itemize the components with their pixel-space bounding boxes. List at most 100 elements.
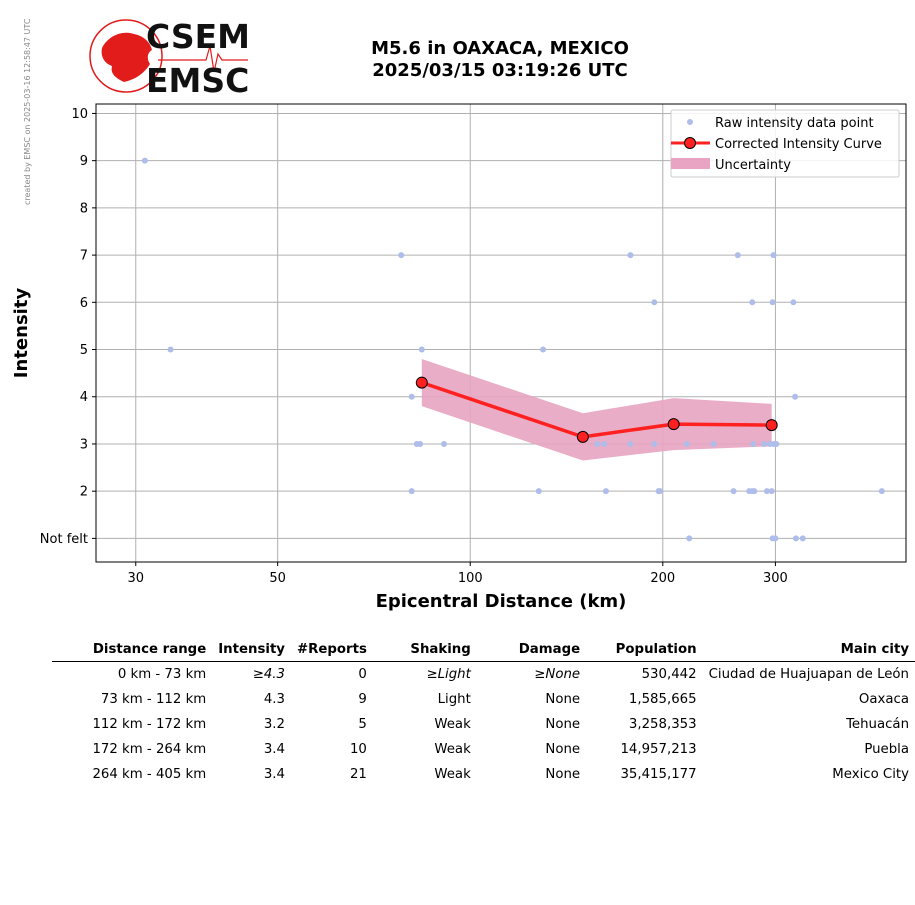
creation-credit: created by EMSC on 2025-03-16 12:58:47 U… xyxy=(23,18,32,205)
y-tick-label: Not felt xyxy=(40,532,88,547)
credit-text: created by EMSC on 2025-03-16 12:58:47 U… xyxy=(23,18,32,205)
legend-curve-label: Corrected Intensity Curve xyxy=(715,137,882,152)
raw-intensity-point xyxy=(441,440,448,447)
cell-range: 112 km - 172 km xyxy=(92,716,207,732)
cell-damage: None xyxy=(545,691,581,707)
raw-intensity-point xyxy=(540,346,547,353)
raw-intensity-point xyxy=(601,440,608,447)
y-axis-label: Intensity xyxy=(11,288,32,379)
x-tick-label: 100 xyxy=(458,571,483,586)
raw-intensity-point xyxy=(627,440,634,447)
raw-intensity-point xyxy=(408,488,415,495)
raw-intensity-point xyxy=(408,393,415,400)
x-tick-label: 50 xyxy=(269,571,286,586)
plot-frame xyxy=(95,103,907,563)
uncertainty-band xyxy=(421,358,772,461)
cell-range: 172 km - 264 km xyxy=(92,741,207,757)
y-tick-label: 8 xyxy=(80,201,88,216)
title-datetime: 2025/03/15 03:19:26 UTC xyxy=(372,60,628,81)
raw-intensity-point xyxy=(417,440,424,447)
table-row: 264 km - 405 km 3.4 21 Weak None 35,415,… xyxy=(52,762,915,787)
cell-range: 0 km - 73 km xyxy=(117,666,207,682)
table-row: 172 km - 264 km 3.4 10 Weak None 14,957,… xyxy=(52,737,915,762)
raw-intensity-point xyxy=(710,440,717,447)
legend-raw-marker xyxy=(687,119,693,125)
cell-population: 35,415,177 xyxy=(620,766,697,782)
intensity-chart: 30 50 100 200 300 Not felt 2 3 4 5 6 7 8 9 10 Epicent… xyxy=(11,103,907,612)
raw-intensity-point xyxy=(141,157,148,164)
raw-intensity-point xyxy=(792,393,799,400)
y-tick-label: 7 xyxy=(80,249,88,264)
cell-intensity: 3.4 xyxy=(263,766,285,782)
y-tick-label: 2 xyxy=(80,485,88,500)
cell-reports: 9 xyxy=(358,691,367,707)
legend: Raw intensity data point Corrected Inten… xyxy=(670,109,900,178)
raw-intensity-point xyxy=(772,535,779,542)
cell-range: 264 km - 405 km xyxy=(92,766,207,782)
cell-intensity: ≥4.3 xyxy=(252,666,285,682)
raw-intensity-point xyxy=(749,299,756,306)
cell-city: Puebla xyxy=(864,741,909,757)
raw-intensity-point xyxy=(790,299,797,306)
cell-population: 1,585,665 xyxy=(628,691,697,707)
cell-city: Mexico City xyxy=(832,766,909,782)
x-tick-label: 30 xyxy=(127,571,144,586)
raw-intensity-point xyxy=(750,440,757,447)
y-tick-label: 5 xyxy=(80,343,88,358)
cell-damage: None xyxy=(545,766,581,782)
raw-intensity-point xyxy=(770,252,777,259)
cell-shaking: Weak xyxy=(434,741,471,757)
raw-intensity-point xyxy=(683,440,690,447)
raw-intensity-point xyxy=(751,488,758,495)
y-tick-label: 9 xyxy=(80,154,88,169)
legend-curve-marker xyxy=(684,137,696,149)
raw-intensity-point xyxy=(651,299,658,306)
chart-title: M5.6 in OAXACA, MEXICO 2025/03/15 03:19:… xyxy=(290,38,710,82)
cell-shaking: Weak xyxy=(434,716,471,732)
csem-emsc-logo: CSEM EMSC xyxy=(89,18,250,98)
logo-seismogram xyxy=(158,45,248,73)
col-distance-range: Distance range xyxy=(52,640,213,662)
cell-reports: 0 xyxy=(358,666,367,682)
cell-intensity: 3.2 xyxy=(263,716,285,732)
raw-intensity-point xyxy=(773,440,780,447)
title-event: M5.6 in OAXACA, MEXICO xyxy=(371,38,629,59)
raw-intensity-point xyxy=(730,488,737,495)
cell-damage: None xyxy=(545,741,581,757)
corrected-intensity-curve xyxy=(421,380,772,439)
y-tick-label: 6 xyxy=(80,296,88,311)
cell-city: Ciudad de Huajuapan de León xyxy=(708,666,909,682)
uncertainty-band-group xyxy=(421,358,772,461)
col-damage: Damage xyxy=(476,640,587,662)
raw-intensity-point xyxy=(769,299,776,306)
corrected-intensity-marker xyxy=(765,419,778,432)
cell-population: 530,442 xyxy=(641,666,697,682)
col-intensity: Intensity xyxy=(212,640,291,662)
corrected-intensity-marker xyxy=(667,418,680,431)
raw-intensity-point xyxy=(651,440,658,447)
logo-emsc: EMSC xyxy=(146,61,249,98)
table-row: 73 km - 112 km 4.3 9 Light None 1,585,66… xyxy=(52,687,915,712)
cell-intensity: 3.4 xyxy=(263,741,285,757)
cell-reports: 10 xyxy=(349,741,367,757)
corrected-curve-group xyxy=(415,376,778,443)
legend-raw-label: Raw intensity data point xyxy=(715,116,874,131)
raw-intensity-point xyxy=(686,535,693,542)
y-tick-label: 3 xyxy=(80,437,88,452)
table-header-row: Distance range Intensity #Reports Shakin… xyxy=(52,640,915,662)
raw-intensity-point xyxy=(418,346,425,353)
cell-shaking: Light xyxy=(437,691,471,707)
logo-continents xyxy=(101,32,152,82)
corrected-intensity-marker xyxy=(576,430,589,443)
distance-summary-table: Distance range Intensity #Reports Shakin… xyxy=(52,640,915,787)
raw-intensity-point xyxy=(763,488,770,495)
raw-intensity-point xyxy=(761,440,768,447)
cell-reports: 21 xyxy=(349,766,367,782)
legend-uncertainty-swatch xyxy=(671,158,710,169)
raw-intensity-point xyxy=(656,488,663,495)
raw-intensity-point xyxy=(398,252,405,259)
cell-damage: ≥None xyxy=(534,666,581,682)
col-shaking: Shaking xyxy=(372,640,477,662)
col-main-city: Main city xyxy=(702,640,915,662)
raw-intensity-point xyxy=(734,252,741,259)
